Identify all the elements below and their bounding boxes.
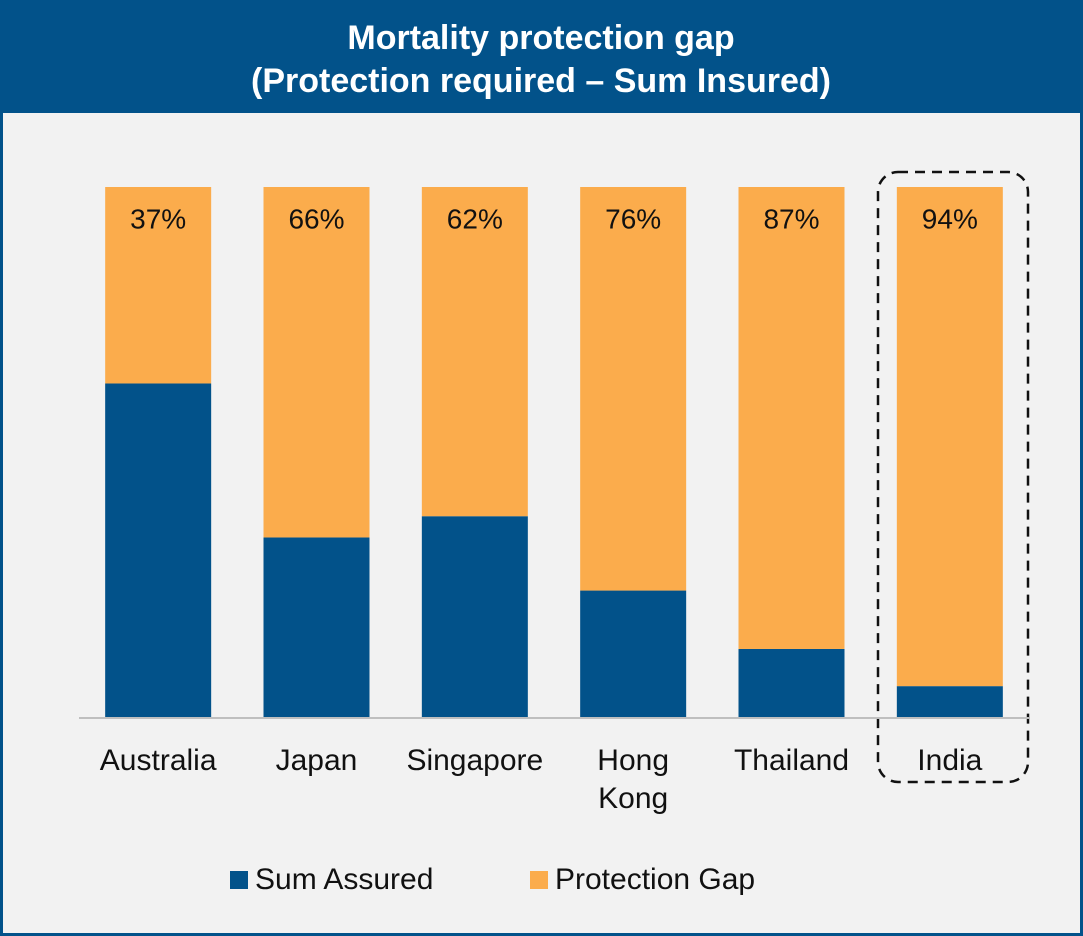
header-band xyxy=(0,0,1083,113)
bar-segment xyxy=(580,590,687,718)
x-tick-label: India xyxy=(917,744,982,777)
legend-swatch xyxy=(530,871,548,889)
bar-segment xyxy=(421,516,528,718)
data-label: 62% xyxy=(447,203,503,234)
chart-title: Mortality protection gap xyxy=(347,19,734,57)
data-label: 94% xyxy=(922,203,978,234)
bar-segment xyxy=(263,187,370,538)
chart-subtitle: (Protection required – Sum Insured) xyxy=(251,62,831,100)
data-label: 37% xyxy=(130,203,186,234)
bar-segment xyxy=(105,383,212,718)
bar-segment xyxy=(896,187,1003,687)
legend-swatch xyxy=(230,871,248,889)
x-tick-label: Hong Kong xyxy=(597,744,669,815)
data-label: 66% xyxy=(288,203,344,234)
bar-segment xyxy=(105,187,212,384)
x-tick-label: Japan xyxy=(276,744,358,777)
legend-label: Protection Gap xyxy=(555,863,755,896)
bar-segment xyxy=(580,187,687,591)
bar-segment xyxy=(421,187,528,517)
bar-segment xyxy=(738,648,845,718)
highlight-box xyxy=(876,170,1030,784)
legend-label: Sum Assured xyxy=(255,863,433,896)
bar-segment xyxy=(263,537,370,718)
x-tick-label: Australia xyxy=(100,744,217,777)
x-tick-label: Thailand xyxy=(734,744,849,777)
bar-segment xyxy=(896,686,1003,718)
x-tick-label: Singapore xyxy=(406,744,543,777)
bar-segment xyxy=(738,187,845,649)
data-label: 87% xyxy=(763,203,819,234)
data-label: 76% xyxy=(605,203,661,234)
